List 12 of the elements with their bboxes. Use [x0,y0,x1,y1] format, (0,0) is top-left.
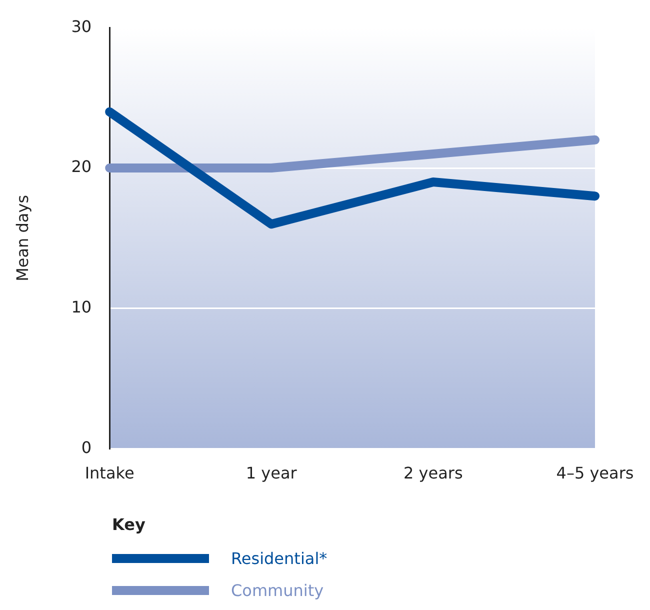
y-tick-label: 10 [71,298,92,317]
y-tick-label: 30 [71,16,92,36]
legend-title: Key [112,515,146,534]
x-tick-label: 4–5 years [556,464,634,483]
y-tick-label: 0 [81,438,92,457]
x-tick-label: 1 year [246,464,298,483]
x-tick-label: Intake [84,464,134,483]
y-tick-label: 20 [71,157,92,176]
text: Community [231,580,324,600]
x-tick-label: 2 years [404,464,463,483]
text: Residential* [231,548,328,568]
y-axis-title: Mean days [12,194,32,282]
